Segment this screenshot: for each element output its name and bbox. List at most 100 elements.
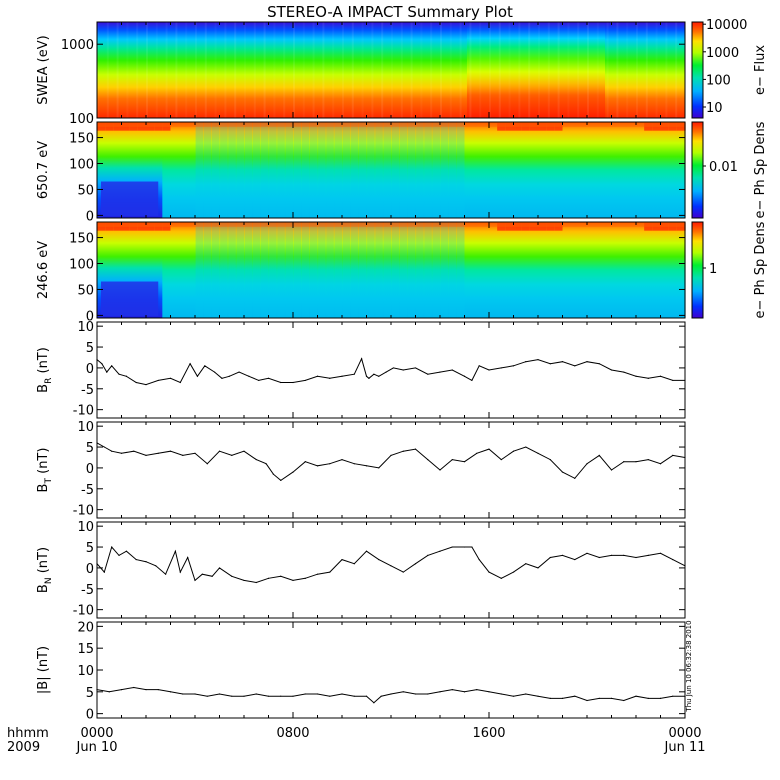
swea-streak (126, 22, 129, 118)
bt-data-point (265, 463, 267, 465)
pad-column (366, 222, 376, 318)
bt-data-point (610, 469, 613, 471)
pad-column (227, 222, 237, 318)
bmag-data-point (353, 695, 355, 697)
bmag-data-point (380, 695, 382, 697)
bmag-data-point (451, 689, 453, 691)
bt-data-point (120, 452, 123, 454)
br-data-point (623, 371, 625, 373)
pad-hot-strip (497, 123, 506, 131)
swea-streak (538, 22, 540, 118)
bt-data-point (525, 446, 527, 448)
pad-hot-strip (554, 123, 564, 131)
pad-column (480, 122, 490, 218)
bn-data-point (329, 571, 331, 573)
pad-column (595, 122, 604, 218)
bn-data-point (231, 575, 233, 577)
bn-data-point (201, 573, 203, 575)
y-axis-label-main: B (36, 484, 51, 493)
pad-column (129, 222, 139, 318)
br-data-point (598, 363, 600, 365)
bmag-data-point (373, 702, 375, 704)
pad-column (170, 122, 180, 218)
bt-data-point (488, 448, 490, 450)
pad-column (162, 122, 172, 218)
y-axis-label: 650.7 eV (36, 141, 51, 199)
br-data-point (586, 361, 588, 363)
bn-data-point (179, 571, 181, 573)
y-axis-label-sub: T (44, 478, 54, 485)
pad-column (570, 222, 580, 318)
pad-column (407, 222, 417, 318)
pad-hot-strip (521, 223, 531, 231)
bn-data-point (402, 571, 404, 573)
pad-hot-strip (129, 223, 139, 231)
y-tick-label: -10 (73, 604, 94, 619)
bn-data-point (135, 558, 137, 561)
br-data-point (111, 365, 113, 367)
pad-column (652, 222, 662, 318)
bmag-data-point (488, 691, 490, 693)
br-data-point (525, 361, 527, 363)
pad-column (350, 122, 359, 218)
pad-column (538, 122, 547, 218)
pad-column (129, 122, 139, 218)
y-tick-label: 100 (69, 258, 94, 273)
pad-column (211, 122, 221, 218)
swea-streak (293, 22, 295, 118)
br-data-point (145, 384, 147, 386)
br-data-point (196, 375, 199, 377)
swea-streak (430, 22, 433, 118)
pad-hot-strip (644, 123, 653, 131)
pad-column (325, 222, 335, 318)
bn-data-point (623, 554, 625, 556)
bn-data-point (174, 550, 176, 552)
bn-data-point (647, 554, 649, 556)
bt-data-point (231, 454, 233, 456)
pad-column (611, 222, 621, 318)
br-data-point (292, 381, 294, 384)
swea-streak (283, 22, 286, 118)
br-data-point (672, 379, 674, 382)
swea-streak (371, 22, 374, 118)
swea-streak (302, 22, 305, 118)
pad-column (464, 222, 474, 318)
br-data-point (101, 363, 103, 365)
bn-data-point (463, 546, 466, 548)
swea-streak (175, 22, 178, 118)
swea-streak (146, 22, 148, 118)
bn-data-point (488, 571, 490, 573)
bmag-data-point (292, 695, 294, 697)
pad-column (448, 122, 457, 218)
pad-column (333, 122, 343, 218)
br-data-point (439, 371, 441, 373)
pad-column (497, 122, 506, 218)
pad-hot-strip (121, 123, 131, 131)
bmag-data-point (231, 695, 233, 697)
swea-streak (214, 22, 217, 118)
pad-column (603, 122, 613, 218)
pad-column (382, 122, 392, 218)
br-data-point (537, 358, 539, 361)
swea-streak (655, 22, 658, 118)
swea-streak (459, 22, 462, 118)
y-axis-label: BN (nT) (36, 547, 54, 593)
swea-streak (449, 22, 452, 118)
pad-hot-strip (538, 123, 547, 131)
y-tick-label: 10 (77, 420, 94, 435)
br-data-point (361, 358, 363, 360)
swea-streak (351, 22, 354, 118)
bmag-data-point (598, 697, 600, 699)
panel-frame (96, 621, 686, 719)
y-tick-label: 5 (86, 541, 94, 556)
pad-column (578, 222, 588, 318)
y-axis-label-unit: (nT) (36, 547, 51, 577)
swea-streak (342, 22, 344, 118)
br-data-point (414, 367, 417, 369)
bn-data-point (292, 579, 294, 582)
panel-frame (96, 321, 686, 419)
colorbar-tick-label: 100 (706, 73, 731, 88)
pad-hot-strip (97, 223, 106, 231)
bn-data-point (427, 554, 429, 556)
bt-data-point (635, 461, 637, 463)
